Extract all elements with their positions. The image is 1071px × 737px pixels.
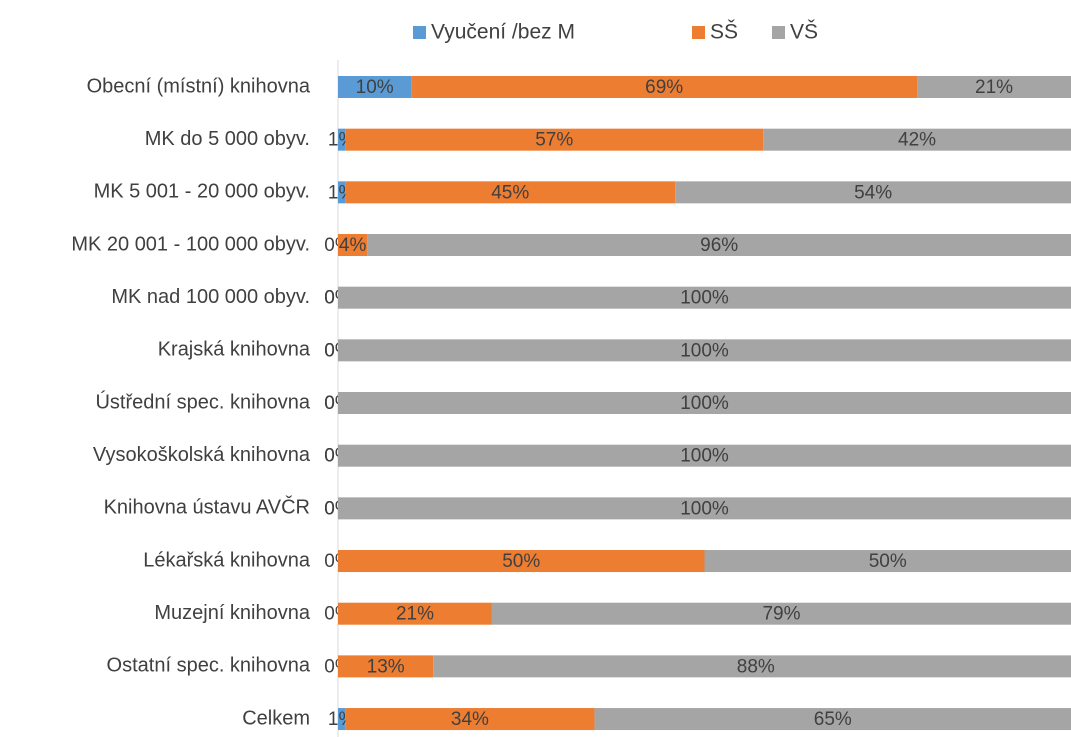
y-tick-label: Lékařská knihovna [143,549,311,571]
y-tick-label: Muzejní knihovna [154,602,311,624]
bar-segment [338,181,346,204]
data-label: 79% [762,604,800,625]
bar-segment [338,234,368,257]
bar-segment [704,550,1071,573]
data-label: 69% [645,77,683,98]
data-label: 54% [854,182,892,203]
legend-swatch [772,26,785,39]
y-tick-label: Ústřední spec. knihovna [95,390,310,413]
bar-segment [338,76,412,98]
legend-label: SŠ [710,21,738,44]
y-tick-label: MK 20 001 - 100 000 obyv. [71,233,310,255]
data-label: 57% [535,130,573,151]
legend-swatch [413,26,426,39]
bar-segment [367,234,1071,257]
data-label: 13% [367,656,405,677]
data-label: 21% [396,604,434,625]
data-label: 50% [502,551,540,572]
data-label: 45% [491,182,529,203]
y-tick-label: Obecní (místní) knihovna [87,75,311,97]
y-tick-label: MK 5 001 - 20 000 obyv. [94,181,310,203]
bar-segment [594,708,1071,731]
y-tick-label: Krajská knihovna [158,339,311,361]
bar-segment [338,550,705,573]
data-label: 100% [680,288,729,309]
legend-label: Vyučení /bez M [431,21,575,44]
bar-segment [491,602,1071,625]
data-label: 65% [814,709,852,730]
bar-segment [338,602,492,625]
y-tick-label: Ostatní spec. knihovna [107,655,311,677]
bar-segment [338,339,1071,362]
bar-segment [338,392,1071,415]
bar-segment [338,655,434,678]
bar-segment [763,128,1071,151]
y-tick-label: Knihovna ústavu AVČR [104,496,310,519]
bar-segment [338,497,1071,520]
y-tick-label: Celkem [242,707,310,729]
bar-segment [338,444,1071,467]
data-label: 100% [680,340,729,361]
y-tick-label: MK nad 100 000 obyv. [111,286,310,308]
data-label: 100% [680,446,729,467]
bar-segment [411,76,918,98]
bar-segment [345,708,595,731]
data-label: 96% [700,235,738,256]
bar-segment [917,76,1071,98]
data-label: 100% [680,393,729,414]
data-label: 4% [339,235,367,256]
data-label: 21% [975,77,1013,98]
data-label: 42% [898,130,936,151]
bar-segment [433,655,1071,678]
data-label: 50% [869,551,907,572]
data-label: 10% [356,77,394,98]
bar-segment [338,708,346,731]
bar-segment [675,181,1071,204]
bar-segment [345,128,764,151]
data-label: 34% [451,709,489,730]
legend-label: VŠ [790,21,818,44]
y-tick-label: Vysokoškolská knihovna [93,444,311,466]
data-label: 88% [737,656,775,677]
legend-swatch [692,26,705,39]
bar-segment [338,286,1071,309]
bar-segment [345,181,676,204]
data-label: 100% [680,498,729,519]
bar-segment [338,128,346,151]
y-tick-label: MK do 5 000 obyv. [145,128,310,150]
